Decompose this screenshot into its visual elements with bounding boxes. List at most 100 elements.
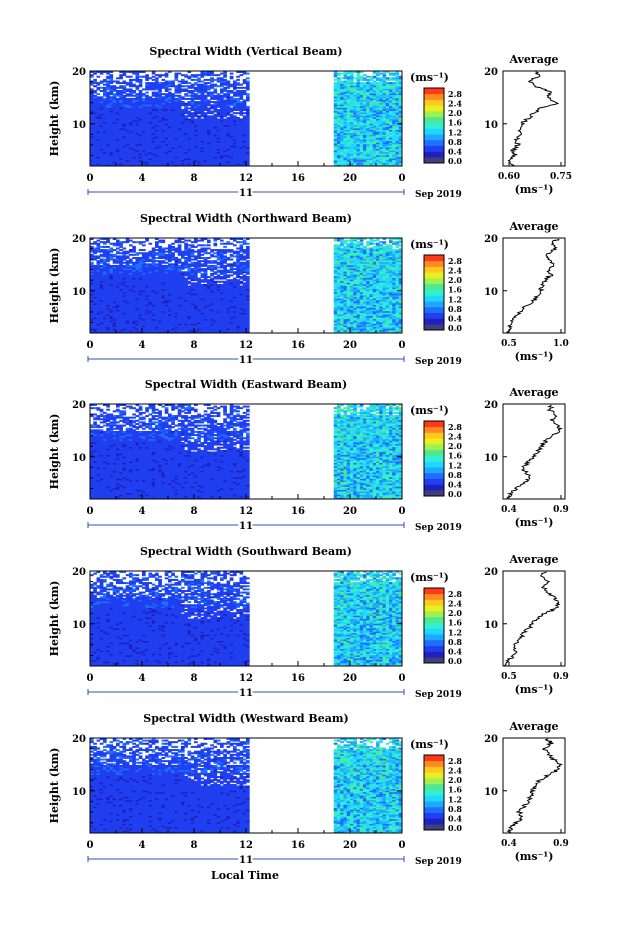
average-y-tick-label: 20 <box>484 734 498 745</box>
average-line <box>507 71 560 167</box>
colorbar-swatch <box>424 772 444 779</box>
x-tick-label: 20 <box>343 673 357 684</box>
colorbar-swatch <box>424 449 444 456</box>
average-y-tick-label: 20 <box>484 400 498 411</box>
x-tick-label: 8 <box>191 173 198 184</box>
colorbar-swatch <box>424 766 444 773</box>
colorbar-swatch <box>424 88 444 95</box>
colorbar-swatch <box>424 801 444 808</box>
average-line <box>506 238 560 334</box>
colorbar-swatch <box>424 461 444 468</box>
date-label: Sep 2019 <box>415 357 462 367</box>
colorbar-swatch <box>424 99 444 106</box>
colorbar-swatch <box>424 599 444 606</box>
average-y-tick-label: 20 <box>484 567 498 578</box>
day-label: 11 <box>239 188 253 199</box>
average-y-tick-label: 20 <box>484 67 498 78</box>
colorbar-swatch <box>424 312 444 319</box>
x-tick-label: 8 <box>191 840 198 851</box>
x-tick-label: 0 <box>399 673 406 684</box>
x-tick-label: 0 <box>87 506 94 517</box>
colorbar-frame <box>423 254 445 331</box>
colorbar-unit: (ms⁻¹) <box>410 738 449 751</box>
x-tick-label: 16 <box>291 673 305 684</box>
colorbar-tick-label: 2.0 <box>448 608 462 618</box>
colorbar-swatch <box>424 318 444 325</box>
colorbar-tick-label: 0.4 <box>448 813 462 823</box>
colorbar-swatch <box>424 289 444 296</box>
colorbar-tick-label: 2.0 <box>448 275 462 285</box>
colorbar-tick-label: 2.8 <box>448 89 462 99</box>
average-title: Average <box>508 53 558 66</box>
colorbar-swatch <box>424 134 444 141</box>
x-tick-label: 0 <box>87 173 94 184</box>
colorbar-tick-label: 1.2 <box>448 627 462 637</box>
y-axis-label: Height (km) <box>48 248 61 324</box>
y-tick-label: 20 <box>72 234 86 245</box>
colorbar-swatch <box>424 438 444 445</box>
average-unit: (ms⁻¹) <box>515 850 554 863</box>
panel-title: Spectral Width (Southward Beam) <box>140 545 352 558</box>
colorbar-swatch <box>424 145 444 152</box>
colorbar-tick-label: 1.6 <box>448 618 462 628</box>
heatmap-cells <box>90 738 403 834</box>
average-y-tick-label: 10 <box>484 787 498 798</box>
colorbar-swatch <box>424 651 444 658</box>
colorbar-swatch <box>424 639 444 646</box>
colorbar-swatch <box>424 139 444 146</box>
colorbar-swatch <box>424 306 444 313</box>
colorbar-frame <box>423 587 445 664</box>
average-x-tick-label: 0.9 <box>553 839 569 849</box>
average-y-tick-label: 10 <box>484 287 498 298</box>
y-axis-label: Height (km) <box>48 748 61 824</box>
x-tick-label: 4 <box>139 506 146 517</box>
y-tick-label: 20 <box>72 734 86 745</box>
average-unit: (ms⁻¹) <box>515 683 554 696</box>
panel-1: Spectral Width (Vertical Beam) 10 20 Height… <box>48 45 572 201</box>
colorbar-tick-label: 0.0 <box>448 156 462 166</box>
colorbar-swatch <box>424 605 444 612</box>
colorbar-swatch <box>424 324 444 331</box>
colorbar-frame <box>423 754 445 831</box>
average-y-tick-label: 20 <box>484 234 498 245</box>
colorbar-swatch <box>424 478 444 485</box>
colorbar-swatch <box>424 260 444 267</box>
average-x-tick-label: 1.0 <box>553 339 569 349</box>
colorbar-swatch <box>424 806 444 813</box>
colorbar-unit: (ms⁻¹) <box>410 571 449 584</box>
day-label: 11 <box>239 521 253 532</box>
x-tick-label: 0 <box>399 840 406 851</box>
average-frame <box>502 403 566 500</box>
y-axis-label: Height (km) <box>48 581 61 657</box>
heatmap-cells <box>90 571 403 667</box>
colorbar-swatch <box>424 611 444 618</box>
average-x-tick-label: 0.5 <box>501 672 517 682</box>
colorbar-tick-label: 2.8 <box>448 256 462 266</box>
colorbar-swatch <box>424 490 444 497</box>
colorbar-swatch <box>424 157 444 164</box>
x-tick-label: 8 <box>191 340 198 351</box>
colorbar-tick-label: 2.4 <box>448 266 462 276</box>
colorbar-swatch <box>424 128 444 135</box>
colorbar-tick-label: 2.0 <box>448 775 462 785</box>
colorbar-swatch <box>424 778 444 785</box>
colorbar-swatch <box>424 432 444 439</box>
day-label: 11 <box>239 355 253 366</box>
average-frame <box>502 737 566 834</box>
colorbar-swatch <box>424 622 444 629</box>
x-tick-label: 12 <box>239 173 253 184</box>
colorbar-frame <box>423 420 445 497</box>
panel-5: Spectral Width (Westward Beam) 10 20 Height… <box>48 712 569 868</box>
colorbar-swatch <box>424 824 444 831</box>
average-y-tick-label: 10 <box>484 120 498 131</box>
colorbar-swatch <box>424 255 444 262</box>
colorbar-swatch <box>424 426 444 433</box>
colorbar-tick-label: 2.0 <box>448 441 462 451</box>
colorbar-swatch <box>424 616 444 623</box>
colorbar-unit: (ms⁻¹) <box>410 404 449 417</box>
colorbar-swatch <box>424 789 444 796</box>
heatmap-cells <box>90 238 403 334</box>
colorbar-tick-label: 2.0 <box>448 108 462 118</box>
y-tick-label: 20 <box>72 67 86 78</box>
